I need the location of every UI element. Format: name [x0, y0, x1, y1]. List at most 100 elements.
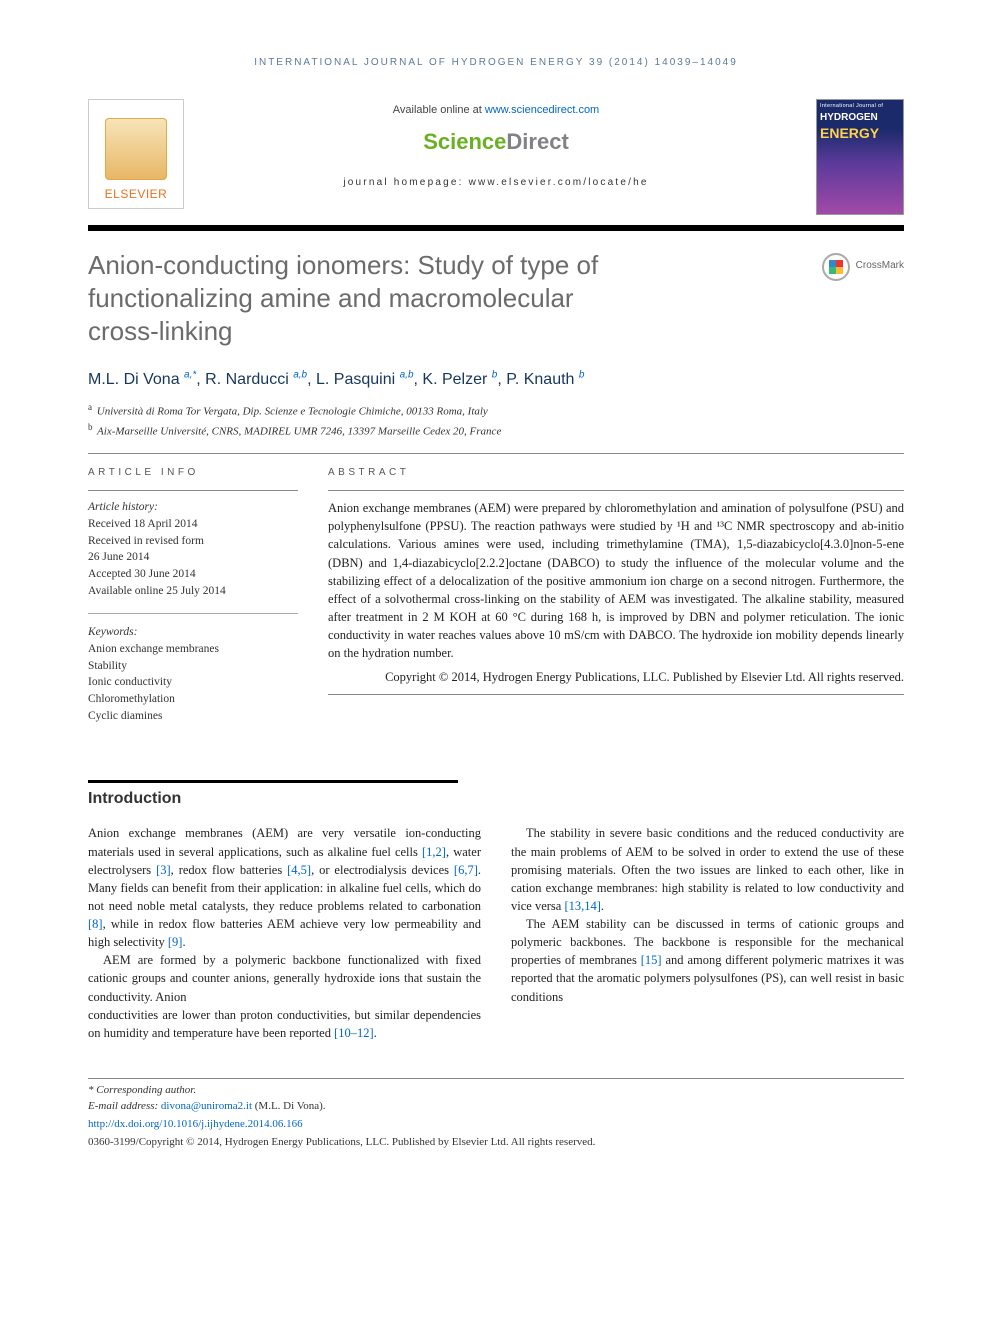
text: .: [601, 899, 604, 913]
divider: [88, 613, 298, 614]
introduction-heading: Introduction: [88, 780, 458, 810]
author-3-aff: a,b: [400, 370, 414, 381]
aff-a-text: Università di Roma Tor Vergata, Dip. Sci…: [94, 406, 488, 418]
author-4: K. Pelzer: [422, 371, 491, 388]
cover-line-2: HYDROGEN: [820, 111, 900, 126]
publisher-name: ELSEVIER: [105, 186, 168, 203]
authors: M.L. Di Vona a,*, R. Narducci a,b, L. Pa…: [88, 368, 904, 391]
abstract-body: Anion exchange membranes (AEM) were prep…: [328, 499, 904, 662]
history-item: Received 18 April 2014: [88, 516, 298, 533]
journal-homepage: journal homepage: www.elsevier.com/locat…: [88, 176, 904, 191]
running-head: INTERNATIONAL JOURNAL OF HYDROGEN ENERGY…: [88, 56, 904, 71]
masthead: ELSEVIER Available online at www.science…: [88, 99, 904, 219]
abstract: ABSTRACT Anion exchange membranes (AEM) …: [328, 466, 904, 725]
divider: [328, 490, 904, 491]
body-columns: Anion exchange membranes (AEM) are very …: [88, 824, 904, 1042]
elsevier-tree-icon: [105, 118, 167, 180]
abstract-heading: ABSTRACT: [328, 466, 904, 481]
journal-homepage-url: www.elsevier.com/locate/he: [469, 177, 649, 188]
title-rule: [88, 225, 904, 231]
abstract-copyright: Copyright © 2014, Hydrogen Energy Public…: [328, 668, 904, 686]
citation[interactable]: [9]: [168, 935, 183, 949]
intro-p3: The stability in severe basic conditions…: [511, 824, 904, 915]
footer-copyright: 0360-3199/Copyright © 2014, Hydrogen Ene…: [88, 1135, 904, 1151]
citation[interactable]: [3]: [156, 863, 171, 877]
history-item: Received in revised form: [88, 533, 298, 550]
introduction-section: Introduction Anion exchange membranes (A…: [88, 780, 904, 1042]
email-label: E-mail address:: [88, 1100, 161, 1112]
text: .: [182, 935, 185, 949]
divider: [88, 453, 904, 454]
available-online: Available online at www.sciencedirect.co…: [88, 103, 904, 119]
keywords-label: Keywords:: [88, 624, 298, 641]
info-abstract-row: ARTICLE INFO Article history: Received 1…: [88, 466, 904, 725]
doi-link[interactable]: http://dx.doi.org/10.1016/j.ijhydene.201…: [88, 1117, 904, 1133]
title-row: Anion-conducting ionomers: Study of type…: [88, 249, 904, 349]
citation[interactable]: [10–12]: [334, 1026, 374, 1040]
keyword: Chloromethylation: [88, 691, 298, 708]
keyword: Stability: [88, 658, 298, 675]
title-line-1: Anion-conducting ionomers: Study of type…: [88, 250, 598, 280]
crossmark-label: CrossMark: [856, 259, 904, 274]
article-info: ARTICLE INFO Article history: Received 1…: [88, 466, 298, 725]
text: .: [374, 1026, 377, 1040]
history-item: Available online 25 July 2014: [88, 583, 298, 600]
cover-line-1: International Journal of: [820, 103, 900, 111]
publisher-logo: ELSEVIER: [88, 99, 184, 209]
text: , redox flow batteries: [171, 863, 287, 877]
footer-rule: [88, 1078, 904, 1079]
intro-p2b: conductivities are lower than proton con…: [88, 1006, 481, 1042]
author-1-aff: a,*: [184, 370, 196, 381]
crossmark-badge[interactable]: CrossMark: [822, 253, 904, 281]
sciencedirect-link[interactable]: www.sciencedirect.com: [485, 104, 599, 116]
text: , while in redox flow batteries AEM achi…: [88, 917, 481, 949]
title-line-3: cross-linking: [88, 316, 233, 346]
center-info: Available online at www.sciencedirect.co…: [88, 99, 904, 191]
available-text: Available online at: [393, 104, 485, 116]
history-item: Accepted 30 June 2014: [88, 566, 298, 583]
email-tail: (M.L. Di Vona).: [252, 1100, 326, 1112]
keyword: Cyclic diamines: [88, 708, 298, 725]
history-label: Article history:: [88, 499, 298, 516]
corresponding-author: * Corresponding author.: [88, 1083, 904, 1099]
title-line-2: functionalizing amine and macromolecular: [88, 283, 574, 313]
footer: * Corresponding author. E-mail address: …: [88, 1078, 904, 1151]
cover-line-3: ENERGY: [820, 126, 900, 140]
article-title: Anion-conducting ionomers: Study of type…: [88, 249, 728, 349]
author-sep: ,: [307, 371, 316, 388]
intro-p4: The AEM stability can be discussed in te…: [511, 915, 904, 1006]
sciencedirect-logo: ScienceDirect: [88, 126, 904, 158]
affiliation-a: a Università di Roma Tor Vergata, Dip. S…: [88, 401, 904, 421]
text: , or electrodialysis devices: [311, 863, 454, 877]
affiliations: a Università di Roma Tor Vergata, Dip. S…: [88, 401, 904, 440]
crossmark-icon: [822, 253, 850, 281]
divider: [88, 490, 298, 491]
journal-homepage-label: journal homepage:: [343, 177, 468, 188]
author-3: L. Pasquini: [316, 371, 400, 388]
author-sep: ,: [497, 371, 506, 388]
sd-logo-word-2: Direct: [506, 129, 568, 154]
citation[interactable]: [13,14]: [564, 899, 600, 913]
intro-p1: Anion exchange membranes (AEM) are very …: [88, 824, 481, 951]
history-item: 26 June 2014: [88, 549, 298, 566]
email-link[interactable]: divona@uniroma2.it: [161, 1100, 252, 1112]
author-5-aff: b: [579, 370, 585, 381]
author-sep: ,: [196, 371, 205, 388]
citation[interactable]: [6,7]: [454, 863, 478, 877]
citation[interactable]: [8]: [88, 917, 103, 931]
author-2-aff: a,b: [293, 370, 307, 381]
email-line: E-mail address: divona@uniroma2.it (M.L.…: [88, 1099, 904, 1115]
citation[interactable]: [1,2]: [422, 845, 446, 859]
author-2: R. Narducci: [205, 371, 293, 388]
journal-cover: International Journal of HYDROGEN ENERGY: [816, 99, 904, 215]
article-info-heading: ARTICLE INFO: [88, 466, 298, 481]
text: conductivities are lower than proton con…: [88, 1008, 481, 1040]
sd-logo-word-1: Science: [423, 129, 506, 154]
divider: [328, 694, 904, 695]
author-5: P. Knauth: [506, 371, 579, 388]
intro-p2a: AEM are formed by a polymeric backbone f…: [88, 951, 481, 1005]
affiliation-b: b Aix-Marseille Université, CNRS, MADIRE…: [88, 421, 904, 441]
citation[interactable]: [4,5]: [287, 863, 311, 877]
citation[interactable]: [15]: [641, 953, 662, 967]
aff-b-text: Aix-Marseille Université, CNRS, MADIREL …: [95, 426, 502, 438]
